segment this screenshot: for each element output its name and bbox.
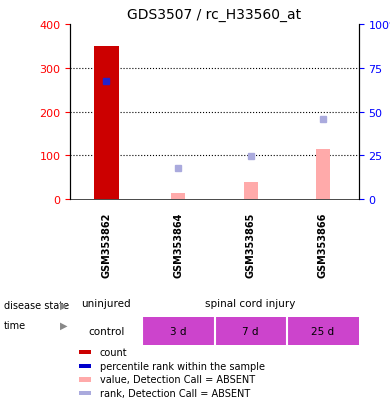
Text: count: count	[99, 347, 127, 357]
Text: ▶: ▶	[60, 300, 68, 310]
Text: GSM353864: GSM353864	[174, 212, 183, 278]
Text: percentile rank within the sample: percentile rank within the sample	[99, 361, 265, 371]
Text: GSM353862: GSM353862	[101, 212, 111, 278]
Text: GSM353866: GSM353866	[318, 212, 328, 278]
Text: 7 d: 7 d	[242, 326, 259, 336]
Bar	[79, 377, 91, 382]
Text: ▶: ▶	[60, 320, 68, 330]
Bar	[79, 350, 91, 354]
Bar	[94, 47, 119, 200]
Text: value, Detection Call = ABSENT: value, Detection Call = ABSENT	[99, 375, 255, 385]
Bar	[244, 182, 257, 200]
Bar	[316, 150, 330, 200]
Bar	[142, 317, 359, 345]
Text: 25 d: 25 d	[311, 326, 334, 336]
Text: control: control	[88, 326, 124, 336]
Title: GDS3507 / rc_H33560_at: GDS3507 / rc_H33560_at	[128, 8, 301, 22]
Text: uninjured: uninjured	[82, 299, 131, 309]
Text: spinal cord injury: spinal cord injury	[206, 299, 296, 309]
Text: rank, Detection Call = ABSENT: rank, Detection Call = ABSENT	[99, 388, 250, 398]
Text: 3 d: 3 d	[170, 326, 187, 336]
Bar	[79, 391, 91, 395]
Text: time: time	[4, 320, 26, 330]
Text: GSM353865: GSM353865	[246, 212, 255, 278]
Bar	[79, 363, 91, 368]
Text: disease state: disease state	[4, 300, 69, 310]
Bar	[172, 193, 185, 200]
